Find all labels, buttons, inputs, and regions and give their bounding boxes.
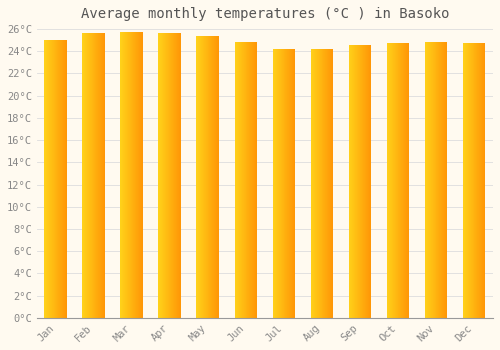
Title: Average monthly temperatures (°C ) in Basoko: Average monthly temperatures (°C ) in Ba… bbox=[80, 7, 449, 21]
